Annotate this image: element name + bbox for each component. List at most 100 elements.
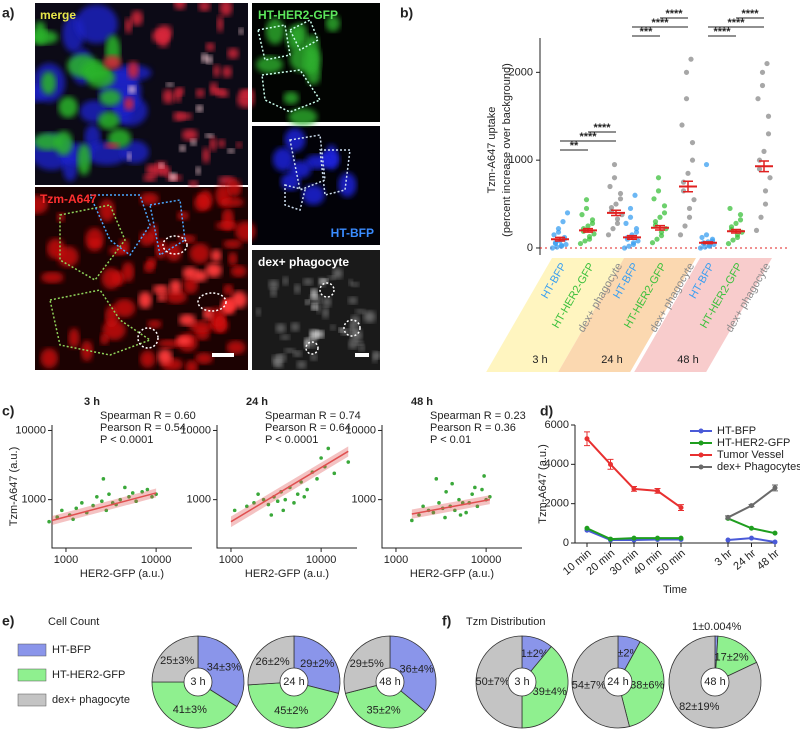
x-tick-label: 10000 bbox=[306, 554, 337, 566]
legend-marker bbox=[698, 440, 704, 446]
image-blob bbox=[319, 278, 329, 284]
image-blob bbox=[268, 279, 279, 290]
slice-label: 41±3% bbox=[173, 704, 207, 716]
pie-center bbox=[183, 667, 213, 697]
legend-swatch bbox=[17, 693, 47, 707]
image-blob bbox=[223, 284, 234, 296]
data-point bbox=[295, 492, 300, 496]
image-blob bbox=[230, 265, 247, 278]
significance-label: **** bbox=[741, 8, 759, 20]
group-label: 3 h bbox=[532, 354, 547, 366]
data-point bbox=[661, 203, 668, 209]
data-point bbox=[577, 240, 584, 247]
error-bar bbox=[611, 209, 621, 217]
image-blob bbox=[351, 282, 359, 287]
fit-line bbox=[230, 450, 349, 523]
data-point bbox=[756, 157, 763, 163]
legend-label: dex+ phagocyte bbox=[52, 694, 130, 706]
image-blob bbox=[204, 133, 215, 138]
image-blob bbox=[175, 335, 193, 346]
image-blob bbox=[304, 338, 310, 348]
scale-bar bbox=[212, 353, 234, 357]
image-blob bbox=[188, 180, 199, 188]
image-blob bbox=[236, 91, 255, 108]
data-point bbox=[299, 480, 303, 484]
image-blob bbox=[210, 249, 222, 263]
image-blob bbox=[265, 17, 285, 45]
y-tick-label: 10000 bbox=[15, 424, 46, 436]
stat-annotation: Spearman R = 0.23 bbox=[430, 410, 526, 422]
image-blob bbox=[355, 340, 364, 346]
data-point bbox=[145, 487, 150, 492]
data-point bbox=[589, 217, 596, 223]
data-point bbox=[101, 477, 106, 481]
data-point bbox=[772, 485, 778, 491]
error-bar bbox=[683, 180, 693, 193]
image-blob bbox=[138, 291, 152, 309]
data-point bbox=[608, 204, 615, 211]
data-point bbox=[678, 505, 684, 511]
outline-gfp bbox=[49, 204, 152, 356]
image-blob bbox=[121, 261, 135, 282]
image-blob bbox=[160, 166, 171, 177]
panel-title: 3 h bbox=[84, 396, 100, 408]
data-point bbox=[434, 477, 439, 481]
outline-dex bbox=[162, 235, 188, 255]
data-point bbox=[608, 461, 613, 467]
data-point bbox=[266, 502, 271, 507]
data-point bbox=[631, 486, 637, 492]
image-blob bbox=[195, 105, 203, 113]
image-blob bbox=[77, 143, 92, 176]
data-point bbox=[560, 219, 566, 225]
y-axis-label: Tzm-A647 (a.u.) bbox=[537, 444, 549, 523]
image-blob bbox=[284, 348, 296, 353]
panel-label: a) bbox=[2, 5, 14, 21]
data-point bbox=[753, 227, 760, 234]
image-blob bbox=[215, 315, 226, 334]
image-blob bbox=[139, 350, 156, 368]
data-point bbox=[685, 170, 691, 176]
data-point bbox=[652, 219, 659, 225]
image-blob bbox=[332, 268, 343, 279]
image-blob bbox=[178, 112, 193, 120]
image-blob bbox=[35, 195, 49, 214]
image-blob bbox=[206, 55, 213, 64]
pie-center bbox=[603, 667, 633, 697]
image-blob bbox=[235, 221, 256, 242]
slice-label: 82±19% bbox=[679, 701, 720, 713]
image-blob bbox=[311, 303, 318, 311]
image-blob bbox=[276, 353, 287, 362]
image-blob bbox=[100, 333, 109, 345]
axes bbox=[216, 425, 357, 549]
panel-label: b) bbox=[400, 5, 413, 21]
data-point bbox=[623, 220, 629, 226]
image-blob bbox=[189, 243, 211, 264]
image-blob bbox=[157, 292, 167, 302]
data-point bbox=[269, 513, 274, 517]
data-point bbox=[749, 535, 754, 541]
significance-label: **** bbox=[593, 122, 611, 134]
data-point bbox=[688, 56, 694, 62]
data-point bbox=[765, 113, 772, 119]
data-point bbox=[614, 220, 621, 226]
image-blob bbox=[178, 234, 197, 244]
image-blob bbox=[310, 353, 318, 361]
data-point bbox=[737, 212, 744, 218]
y-tick-label: 2000 bbox=[545, 498, 569, 510]
slice-label: 50±7% bbox=[475, 676, 509, 688]
image-blob bbox=[162, 88, 174, 104]
data-point bbox=[697, 245, 704, 251]
image-blob bbox=[215, 221, 238, 231]
data-point bbox=[611, 161, 618, 168]
pie-slice bbox=[521, 645, 569, 729]
pie-slice bbox=[475, 635, 523, 729]
legend-label: HT-HER2-GFP bbox=[717, 437, 790, 449]
data-point bbox=[655, 175, 662, 181]
image-blob bbox=[139, 192, 159, 206]
data-point bbox=[134, 499, 138, 503]
chart-title: Cell Count bbox=[48, 616, 99, 628]
image-blob bbox=[294, 283, 301, 294]
data-point bbox=[727, 205, 733, 212]
axes bbox=[51, 425, 192, 549]
stat-annotation: Spearman R = 0.74 bbox=[265, 410, 361, 422]
